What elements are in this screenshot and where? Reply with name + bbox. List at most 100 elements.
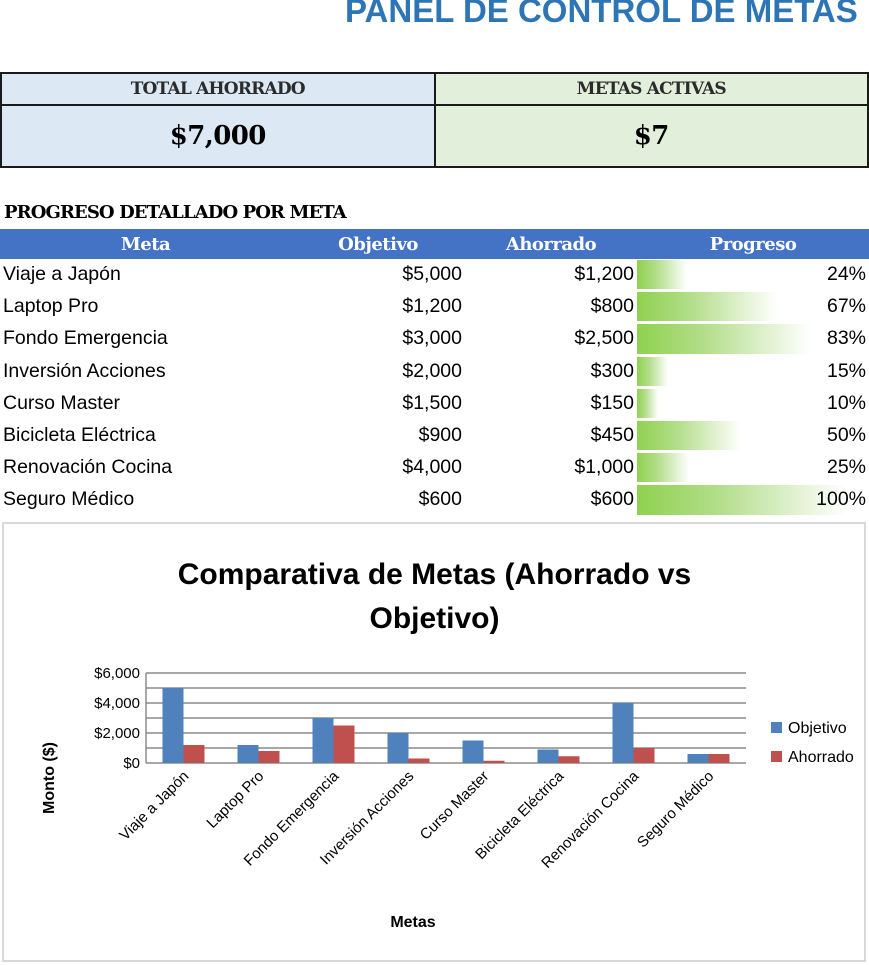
progress-table: Meta Objetivo Ahorrado Progreso Viaje a … xyxy=(0,229,869,517)
x-tick-label: Laptop Pro xyxy=(203,768,267,832)
bar-ahorrado[interactable] xyxy=(258,751,280,763)
table-row: Inversión Acciones $2,000 $300 15% xyxy=(0,355,869,388)
cell-progreso[interactable]: 25% xyxy=(637,451,869,485)
progress-databar xyxy=(637,388,658,418)
x-tick-label: Curso Master xyxy=(417,768,493,844)
y-axis-title: Monto ($) xyxy=(41,742,58,814)
page-title: PANEL DE CONTROL DE METAS xyxy=(345,0,858,29)
bar-objetivo[interactable] xyxy=(612,703,634,763)
cell-meta[interactable]: Fondo Emergencia xyxy=(0,322,291,356)
progress-percent: 24% xyxy=(826,263,866,286)
chart-title-line-1: Comparativa de Metas (Ahorrado vs xyxy=(177,558,692,591)
cell-meta[interactable]: Viaje a Japón xyxy=(0,259,291,292)
progress-databar xyxy=(637,485,846,515)
y-tick-label: $4,000 xyxy=(94,695,140,712)
bar-objetivo[interactable] xyxy=(387,733,409,763)
legend-swatch-objetivo xyxy=(771,722,782,733)
bar-ahorrado[interactable] xyxy=(633,748,655,763)
cell-meta[interactable]: Inversión Acciones xyxy=(0,355,291,388)
bar-objetivo[interactable] xyxy=(537,749,559,764)
progress-percent: 25% xyxy=(826,456,866,479)
active-goals-label[interactable]: METAS ACTIVAS xyxy=(433,72,869,106)
legend-label-ahorrado[interactable]: Ahorrado xyxy=(788,749,854,766)
cell-meta[interactable]: Seguro Médico xyxy=(0,483,291,517)
progress-databar xyxy=(637,260,688,290)
cell-objetivo[interactable]: $4,000 xyxy=(291,451,465,485)
cell-ahorrado[interactable]: $600 xyxy=(465,483,637,517)
cell-meta[interactable]: Renovación Cocina xyxy=(0,451,291,485)
table-row: Bicicleta Eléctrica $900 $450 50% xyxy=(0,419,869,453)
progress-databar xyxy=(637,356,669,386)
bar-objetivo[interactable] xyxy=(162,688,184,763)
cell-progreso[interactable]: 100% xyxy=(637,483,869,517)
cell-objetivo[interactable]: $2,000 xyxy=(291,355,465,388)
total-saved-value[interactable]: $7,000 xyxy=(0,104,436,168)
cell-progreso[interactable]: 10% xyxy=(637,387,869,420)
bar-ahorrado[interactable] xyxy=(333,725,355,764)
cell-objetivo[interactable]: $1,500 xyxy=(291,387,465,420)
x-tick-label: Seguro Médico xyxy=(634,768,717,851)
cell-meta[interactable]: Laptop Pro xyxy=(0,290,291,324)
bar-ahorrado[interactable] xyxy=(408,758,430,764)
column-header-ahorrado[interactable]: Ahorrado xyxy=(465,229,637,259)
legend-label-objetivo[interactable]: Objetivo xyxy=(788,720,847,737)
progress-databar xyxy=(637,453,690,483)
cell-objetivo[interactable]: $1,200 xyxy=(291,290,465,324)
progress-percent: 15% xyxy=(826,359,866,382)
bar-objetivo[interactable] xyxy=(237,745,259,763)
bar-objetivo[interactable] xyxy=(462,740,484,764)
cell-meta[interactable]: Bicicleta Eléctrica xyxy=(0,419,291,453)
cell-objetivo[interactable]: $900 xyxy=(291,419,465,453)
bar-ahorrado[interactable] xyxy=(708,754,730,763)
y-tick-label: $0 xyxy=(123,755,140,772)
column-header-objetivo[interactable]: Objetivo xyxy=(291,229,465,259)
chart-title-line-2: Objetivo) xyxy=(369,602,500,635)
progress-table-header: Meta Objetivo Ahorrado Progreso xyxy=(0,229,869,259)
cell-ahorrado[interactable]: $300 xyxy=(465,355,637,388)
bar-objetivo[interactable] xyxy=(312,718,334,763)
progress-databar xyxy=(637,292,777,322)
bar-ahorrado[interactable] xyxy=(483,760,505,763)
table-row: Curso Master $1,500 $150 10% xyxy=(0,387,869,420)
cell-progreso[interactable]: 24% xyxy=(637,259,869,292)
y-tick-label: $2,000 xyxy=(94,725,140,742)
progress-percent: 50% xyxy=(826,424,866,447)
x-tick-label: Viaje a Japón xyxy=(116,768,192,844)
cell-meta[interactable]: Curso Master xyxy=(0,387,291,420)
active-goals-value[interactable]: $7 xyxy=(433,104,869,168)
cell-progreso[interactable]: 50% xyxy=(637,419,869,453)
total-saved-label[interactable]: TOTAL AHORRADO xyxy=(0,72,436,106)
x-axis-title: Metas xyxy=(390,914,435,931)
progress-percent: 83% xyxy=(826,327,866,350)
column-header-progreso[interactable]: Progreso xyxy=(637,229,869,259)
table-row: Renovación Cocina $4,000 $1,000 25% xyxy=(0,451,869,485)
y-tick-label: $6,000 xyxy=(94,665,140,682)
cell-objetivo[interactable]: $5,000 xyxy=(291,259,465,292)
progress-percent: 100% xyxy=(816,488,866,511)
legend-swatch-ahorrado xyxy=(771,751,782,762)
bar-ahorrado[interactable] xyxy=(183,745,205,763)
cell-ahorrado[interactable]: $150 xyxy=(465,387,637,420)
column-header-meta[interactable]: Meta xyxy=(0,229,291,259)
bar-ahorrado[interactable] xyxy=(558,756,580,763)
cell-progreso[interactable]: 15% xyxy=(637,355,869,388)
progress-databar xyxy=(637,324,811,354)
cell-ahorrado[interactable]: $450 xyxy=(465,419,637,453)
cell-ahorrado[interactable]: $2,500 xyxy=(465,322,637,356)
cell-progreso[interactable]: 67% xyxy=(637,290,869,324)
kpi-summary-table: TOTAL AHORRADO METAS ACTIVAS $7,000 $7 xyxy=(0,72,869,168)
cell-progreso[interactable]: 83% xyxy=(637,322,869,356)
cell-ahorrado[interactable]: $800 xyxy=(465,290,637,324)
bar-objetivo[interactable] xyxy=(687,754,709,763)
cell-ahorrado[interactable]: $1,000 xyxy=(465,451,637,485)
progress-section-title[interactable]: PROGRESO DETALLADO POR META xyxy=(4,202,347,223)
cell-objetivo[interactable]: $600 xyxy=(291,483,465,517)
cell-ahorrado[interactable]: $1,200 xyxy=(465,259,637,292)
table-row: Viaje a Japón $5,000 $1,200 24% xyxy=(0,259,869,292)
table-row: Laptop Pro $1,200 $800 67% xyxy=(0,290,869,324)
table-row: Seguro Médico $600 $600 100% xyxy=(0,483,869,517)
chart-title: Comparativa de Metas (Ahorrado vs Objeti… xyxy=(0,553,869,641)
progress-percent: 10% xyxy=(826,391,866,414)
cell-objetivo[interactable]: $3,000 xyxy=(291,322,465,356)
